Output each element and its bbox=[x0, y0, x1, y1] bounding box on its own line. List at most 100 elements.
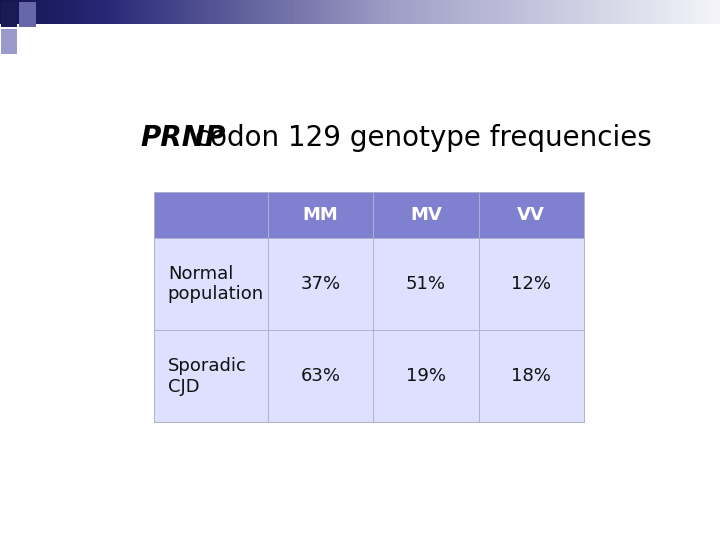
Bar bbox=[639, 0, 641, 24]
Bar bbox=[470, 0, 473, 24]
Text: codon 129 genotype frequencies: codon 129 genotype frequencies bbox=[186, 124, 652, 152]
Bar bbox=[559, 0, 562, 24]
Bar bbox=[274, 0, 276, 24]
Bar bbox=[137, 0, 139, 24]
Bar bbox=[662, 0, 665, 24]
Bar bbox=[365, 0, 367, 24]
Bar bbox=[259, 0, 261, 24]
Bar bbox=[511, 0, 513, 24]
Bar bbox=[194, 0, 197, 24]
Bar bbox=[588, 0, 590, 24]
Bar bbox=[101, 0, 103, 24]
Bar bbox=[389, 0, 391, 24]
Bar bbox=[689, 0, 691, 24]
Bar bbox=[523, 0, 526, 24]
Bar bbox=[261, 0, 264, 24]
Bar bbox=[542, 0, 545, 24]
Bar bbox=[382, 0, 384, 24]
Bar bbox=[418, 0, 420, 24]
Bar bbox=[684, 0, 686, 24]
Bar bbox=[504, 0, 506, 24]
Bar bbox=[576, 0, 578, 24]
Bar bbox=[526, 0, 528, 24]
Bar bbox=[549, 0, 552, 24]
Bar bbox=[173, 0, 175, 24]
Bar bbox=[346, 0, 348, 24]
Bar bbox=[144, 0, 146, 24]
Bar bbox=[479, 330, 584, 422]
Bar bbox=[665, 0, 667, 24]
Bar bbox=[396, 0, 398, 24]
Bar bbox=[192, 0, 194, 24]
Bar bbox=[319, 0, 322, 24]
Bar bbox=[398, 0, 401, 24]
Text: 19%: 19% bbox=[406, 367, 446, 385]
Bar bbox=[554, 0, 557, 24]
Bar bbox=[153, 0, 156, 24]
Bar bbox=[657, 0, 660, 24]
Bar bbox=[271, 0, 274, 24]
Bar bbox=[708, 0, 711, 24]
Bar bbox=[513, 0, 516, 24]
Bar bbox=[336, 0, 338, 24]
Bar bbox=[552, 0, 554, 24]
Bar bbox=[459, 0, 461, 24]
Bar bbox=[315, 0, 317, 24]
Bar bbox=[360, 0, 362, 24]
Bar bbox=[607, 0, 610, 24]
Bar bbox=[391, 0, 394, 24]
Bar bbox=[387, 0, 389, 24]
Bar bbox=[1, 30, 17, 55]
Bar bbox=[492, 0, 495, 24]
Bar bbox=[528, 0, 531, 24]
Bar bbox=[19, 2, 36, 27]
Bar bbox=[420, 0, 423, 24]
Bar bbox=[713, 0, 715, 24]
Bar bbox=[468, 0, 470, 24]
Bar bbox=[63, 0, 65, 24]
Bar bbox=[499, 0, 502, 24]
Bar bbox=[135, 0, 137, 24]
Bar bbox=[701, 0, 703, 24]
Bar bbox=[715, 0, 718, 24]
Bar bbox=[626, 0, 629, 24]
Bar bbox=[122, 0, 125, 24]
Bar bbox=[415, 0, 418, 24]
Bar bbox=[221, 0, 223, 24]
Bar bbox=[454, 0, 456, 24]
Bar bbox=[466, 0, 468, 24]
Bar bbox=[149, 0, 151, 24]
Bar bbox=[631, 0, 634, 24]
Bar bbox=[617, 0, 619, 24]
Bar bbox=[312, 0, 315, 24]
Text: PRNP: PRNP bbox=[140, 124, 225, 152]
Bar bbox=[603, 0, 605, 24]
Bar bbox=[279, 0, 281, 24]
Bar bbox=[142, 0, 144, 24]
Bar bbox=[605, 0, 607, 24]
Bar bbox=[430, 0, 432, 24]
Bar bbox=[401, 0, 403, 24]
Bar bbox=[96, 0, 99, 24]
Bar bbox=[310, 0, 312, 24]
Bar bbox=[373, 192, 479, 238]
Bar bbox=[711, 0, 713, 24]
Bar bbox=[166, 0, 168, 24]
Bar bbox=[634, 0, 636, 24]
Bar bbox=[677, 0, 679, 24]
Bar bbox=[547, 0, 549, 24]
Bar bbox=[7, 0, 9, 24]
Bar bbox=[89, 0, 91, 24]
Bar bbox=[187, 0, 189, 24]
Bar bbox=[317, 0, 319, 24]
Bar bbox=[86, 0, 89, 24]
Bar bbox=[595, 0, 598, 24]
Bar bbox=[45, 0, 48, 24]
Bar bbox=[247, 0, 250, 24]
Bar bbox=[74, 0, 77, 24]
Bar bbox=[295, 0, 297, 24]
Bar bbox=[286, 0, 288, 24]
Bar bbox=[211, 0, 214, 24]
Bar bbox=[305, 0, 307, 24]
Bar bbox=[353, 0, 355, 24]
